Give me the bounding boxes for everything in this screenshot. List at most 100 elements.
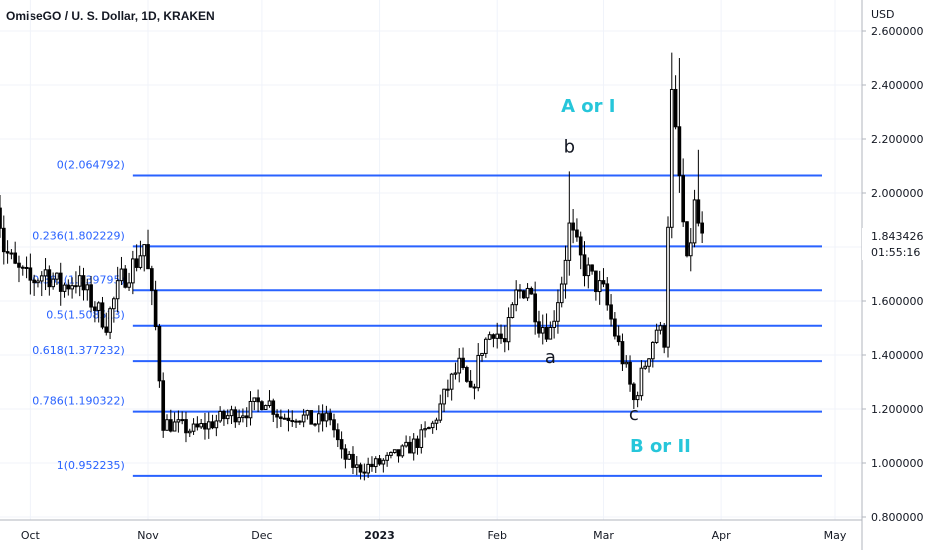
candle-body [483,338,488,354]
candle-body [298,420,302,423]
candle-body [533,293,537,323]
candle-body [58,272,63,292]
candle-body [290,420,295,423]
fib-level-label: 0.786(1.190322) [32,395,125,408]
candle-body [673,88,678,128]
candle-body [43,269,48,277]
candle-body [218,410,222,422]
candle-body [206,421,211,430]
candle-body [442,388,446,405]
candle-body [624,361,629,365]
price-axis[interactable]: 2.6000002.4000002.2000002.0000001.800000… [862,25,924,524]
candle-body [165,419,169,431]
candle-body [104,326,109,333]
candle-body [286,417,291,422]
candle-body [620,341,625,365]
y-tick-label: 0.800000 [871,511,924,524]
candle-body [47,269,52,288]
y-tick-label: 1.000000 [871,457,924,470]
fib-level-label: 0.5(1.508513) [46,309,125,322]
y-tick-label: 2.600000 [871,25,924,38]
candle-body [529,287,534,295]
candle-body [594,270,598,293]
candle-body [427,427,431,430]
x-tick-label: Apr [712,529,732,542]
candle-body [669,88,674,228]
fib-level-label: 1(0.952235) [57,459,125,472]
candle-body [518,289,522,292]
candle-body [556,302,560,322]
candle-body [332,419,336,431]
candle-body [335,429,340,441]
candle-body [476,354,481,389]
candle-body [89,284,93,308]
candle-body [263,405,268,411]
last-price-label: 1.843426 [871,230,924,243]
candle-body [81,275,86,291]
candle-body [17,262,21,268]
wave-label: b [564,137,575,158]
candle-body [453,372,458,375]
time-axis[interactable]: Oct Nov Dec 2023 Feb Mar Apr May [21,529,847,542]
candle-body [434,419,439,424]
candle-body [176,419,181,423]
candle-body [415,438,420,448]
candle-body [354,464,359,468]
candle-body [696,199,701,224]
candle-body [465,367,469,382]
candle-body [377,458,382,465]
candle-body [366,463,370,474]
candle-body [210,421,215,429]
candle-body [13,252,18,264]
candle-body [77,275,82,287]
candle-body [544,327,549,340]
fib-level-label: 0.236(1.802229) [32,229,125,242]
candle-body [510,304,515,319]
candle-body [654,329,659,343]
candle-body [666,226,670,348]
candle-body [305,410,310,416]
candle-body [100,302,105,328]
candle-body [39,275,44,282]
candle-body [537,321,541,334]
candle-body [430,422,435,429]
candle-body [180,419,185,422]
candle-body [400,445,405,457]
candle-body [571,222,575,231]
candle-body [1,227,6,253]
candle-body [241,415,245,419]
candle-body [96,302,101,311]
candle-body [229,409,234,417]
candle-body [502,338,507,343]
candle-body [487,334,492,340]
candle-body [119,268,124,282]
candle-body [563,259,568,285]
candle-body [373,458,378,468]
candle-body [446,388,450,391]
candle-body [320,413,325,422]
candle-body [62,284,67,292]
candle-body [681,175,686,223]
candle-body [552,320,556,328]
candle-body [123,268,128,288]
candlestick-series [0,52,704,481]
candle-body [199,423,203,428]
candle-body [248,400,253,419]
candle-body [157,326,162,382]
candle-body [495,333,500,339]
candle-body [252,397,257,402]
candle-body [24,266,29,269]
candle-body [146,244,150,270]
candle-body [362,471,367,474]
candle-body [468,380,473,388]
candle-body [449,373,454,390]
candle-body [20,266,25,269]
x-tick-label: Mar [593,529,614,542]
candle-body [404,441,408,447]
candle-body [36,280,40,284]
candle-body [32,279,36,284]
last-price-box [862,228,932,260]
candle-body [222,410,226,420]
candle-body [472,386,477,389]
